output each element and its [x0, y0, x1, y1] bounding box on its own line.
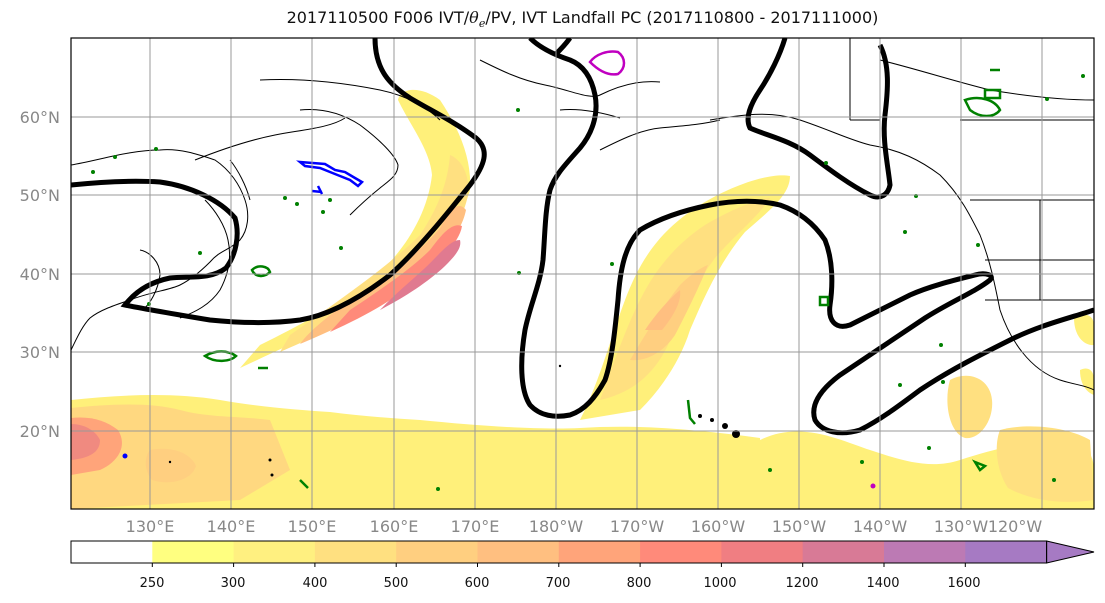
- lon-label-160w: 160°W: [691, 517, 746, 536]
- colorbar-label: 250: [140, 576, 165, 591]
- colorbar-label: 500: [384, 576, 409, 591]
- lat-label-50: 50°N: [20, 186, 60, 205]
- map-border: [70, 37, 1095, 510]
- lon-label-180w: 180°W: [529, 517, 584, 536]
- colorbar-label: 300: [221, 576, 246, 591]
- latitude-labels: 60°N 50°N 40°N 30°N 20°N: [20, 108, 60, 441]
- colorbar-label: 1600: [947, 576, 980, 591]
- lat-label-30: 30°N: [20, 343, 60, 362]
- lon-label-130w: 130°W: [934, 517, 989, 536]
- lon-label-170w: 170°W: [610, 517, 665, 536]
- lat-label-60: 60°N: [20, 108, 60, 127]
- colorbar-label: 400: [303, 576, 328, 591]
- colorbar-segment: [884, 541, 966, 563]
- lon-label-140e: 140°E: [207, 517, 256, 536]
- colorbar-segment: [640, 541, 722, 563]
- lon-label-160e: 160°E: [370, 517, 419, 536]
- coastlines: [71, 38, 1094, 391]
- colorbar-label: 600: [465, 576, 490, 591]
- colorbar-label: 800: [627, 576, 652, 591]
- lon-label-120w: 120°W: [988, 517, 1043, 536]
- colorbar-segment: [477, 541, 560, 563]
- theta-e-contours: [202, 68, 1002, 489]
- longitude-labels: 130°E 140°E 150°E 160°E 170°E 180°W 170°…: [126, 517, 1043, 536]
- colorbar-label: 1000: [703, 576, 736, 591]
- colorbar: [70, 540, 1095, 567]
- colorbar-segment: [558, 541, 641, 563]
- lon-label-140w: 140°W: [853, 517, 908, 536]
- ivt-shading: [71, 89, 1094, 509]
- colorbar-segment: [965, 541, 1048, 563]
- pv-magenta-contour: [588, 50, 626, 76]
- pv-blue-contour: [296, 160, 365, 188]
- colorbar-segment: [71, 541, 153, 563]
- map-title: 2017110500 F006 IVT/θe/PV, IVT Landfall …: [286, 8, 879, 31]
- colorbar-labels: 250 300 400 500 600 700 800 1000 1200 14…: [140, 576, 981, 591]
- lon-label-150e: 150°E: [288, 517, 337, 536]
- lat-label-20: 20°N: [20, 422, 60, 441]
- colorbar-label: 700: [546, 576, 571, 591]
- colorbar-segment: [802, 541, 885, 563]
- lat-label-40: 40°N: [20, 265, 60, 284]
- colorbar-segment: [314, 541, 397, 563]
- islands: [168, 364, 740, 477]
- pv-contours: [71, 38, 1094, 436]
- lon-label-130e: 130°E: [126, 517, 175, 536]
- colorbar-segment: [396, 541, 478, 563]
- colorbar-segment: [152, 541, 235, 563]
- lon-label-150w: 150°W: [772, 517, 827, 536]
- lon-label-170e: 170°E: [451, 517, 500, 536]
- colorbar-label: 1400: [866, 576, 899, 591]
- colorbar-segment: [721, 541, 804, 563]
- colorbar-label: 1200: [785, 576, 818, 591]
- colorbar-extend-arrow: [1046, 540, 1095, 564]
- gridlines: [71, 38, 1094, 509]
- colorbar-segment: [233, 541, 316, 563]
